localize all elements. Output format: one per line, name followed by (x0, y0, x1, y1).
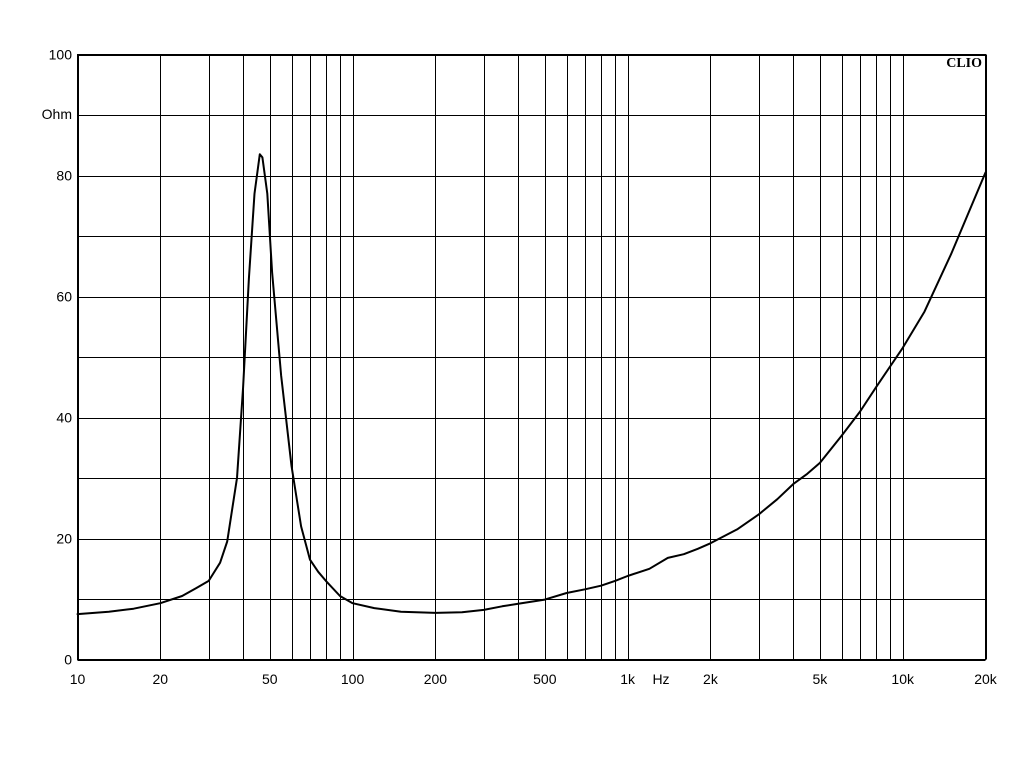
y-gridlines (77, 55, 986, 661)
x-tick-label: 10 (70, 671, 86, 687)
x-tick-label: 200 (424, 671, 448, 687)
x-axis-unit-label: Hz (652, 671, 669, 687)
x-tick-label: 100 (341, 671, 365, 687)
y-tick-label: 60 (56, 289, 72, 305)
impedance-curve (76, 153, 987, 616)
x-tick-label: 2k (703, 671, 719, 687)
x-tick-label: 5k (812, 671, 828, 687)
clio-brand-label: CLIO (946, 56, 982, 71)
x-tick-label: 10k (891, 671, 915, 687)
y-axis-unit-label: Ohm (42, 106, 72, 122)
y-tick-label: 40 (56, 410, 72, 426)
y-tick-label: 80 (56, 168, 72, 184)
y-tick-label: 0 (64, 652, 72, 668)
x-tick-label: 20k (974, 671, 998, 687)
y-tick-label: 20 (56, 531, 72, 547)
x-tick-label: 500 (533, 671, 557, 687)
plot-frame (77, 54, 986, 660)
y-tick-labels: 0 20 40 60 80 100 (49, 47, 73, 668)
x-tick-label: 20 (153, 671, 169, 687)
y-tick-label: 100 (49, 47, 73, 63)
x-tick-label: 1k (620, 671, 636, 687)
x-tick-labels: 10 20 50 100 200 500 1k 2k 5k 10k 20k (70, 671, 998, 687)
x-tick-label: 50 (262, 671, 278, 687)
